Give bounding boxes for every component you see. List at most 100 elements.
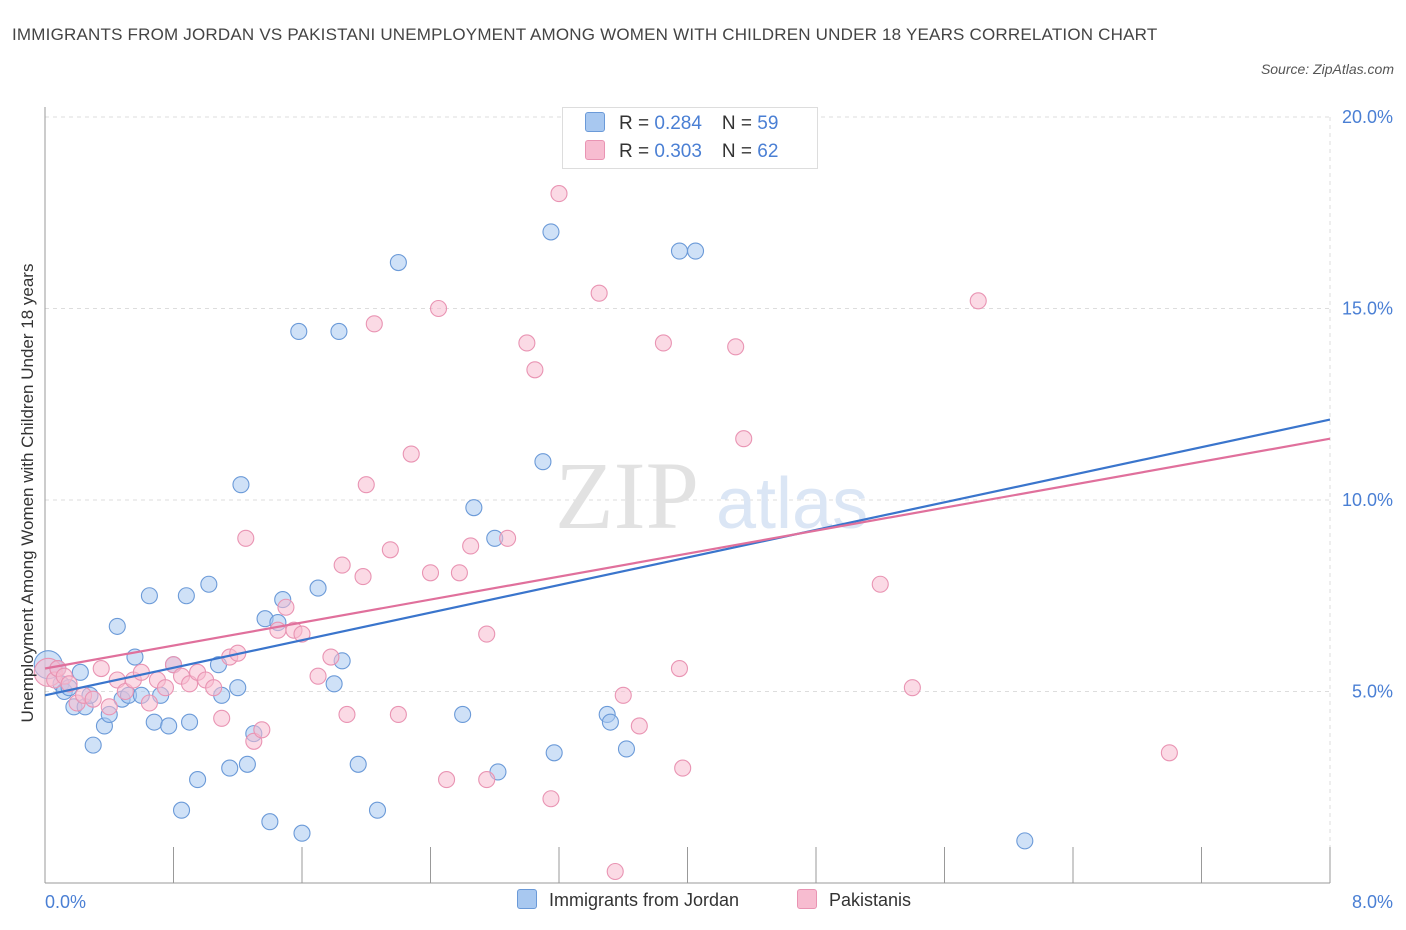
pakistani-trend-line — [44, 437, 1331, 670]
jordan-point — [181, 713, 199, 731]
watermark-atlas: atlas — [716, 464, 868, 544]
pakistani-point — [92, 659, 110, 678]
pakistani-point — [156, 679, 175, 697]
pakistani-point — [429, 299, 448, 318]
jordan-point — [465, 499, 483, 517]
y-tick-label: 15.0% — [1342, 299, 1393, 319]
jordan-legend-swatch-icon — [517, 889, 537, 909]
jordan-point — [368, 801, 387, 819]
trend-lines — [44, 418, 1331, 697]
legend-r-label: R = — [619, 113, 655, 134]
pakistani-point — [140, 694, 158, 712]
jordan-point — [534, 453, 552, 471]
pakistani-point — [590, 284, 608, 302]
pakistani-point — [293, 625, 311, 643]
pakistani-point — [253, 721, 271, 739]
chart-title: IMMIGRANTS FROM JORDAN VS PAKISTANI UNEM… — [12, 25, 1158, 44]
jordan-point — [617, 740, 636, 758]
pakistani-point — [735, 430, 753, 448]
pakistani-point — [550, 185, 568, 203]
legend-r-label: R = — [619, 141, 655, 162]
jordan-point — [172, 801, 191, 819]
jordan-point — [686, 242, 705, 260]
pakistani-point — [654, 334, 672, 352]
jordan-point — [330, 322, 348, 341]
pakistani-point — [450, 564, 468, 582]
legend-label-jordan: Immigrants from Jordan — [549, 890, 740, 910]
pakistani-point — [277, 598, 295, 616]
pakistani-point — [402, 445, 420, 463]
legend-row-pakistani: R = 0.303 N = 62 — [585, 140, 778, 166]
pakistani-point — [518, 334, 536, 352]
jordan-swatch-icon — [585, 112, 605, 132]
source-label: Source: ZipAtlas.com — [1260, 61, 1394, 77]
jordan-point — [670, 242, 689, 260]
jordan-point — [542, 223, 560, 241]
pakistani-point — [389, 705, 407, 724]
x-tick-label-min: 0.0% — [45, 892, 86, 912]
jordan-point — [84, 736, 102, 754]
pakistani-point — [438, 771, 456, 789]
pakistani-point — [357, 476, 375, 494]
legend-item-jordan[interactable]: Immigrants from Jordan — [517, 889, 739, 911]
pakistani-point — [478, 625, 496, 643]
pakistani-point — [237, 529, 255, 547]
jordan-point — [454, 705, 472, 724]
pakistani-point — [670, 659, 689, 678]
y-tick-label: 5.0% — [1352, 682, 1393, 702]
pakistani-point — [499, 529, 517, 547]
pakistani-point — [903, 679, 921, 697]
jordan-point — [71, 663, 89, 681]
jordan-point — [309, 579, 327, 597]
y-tick-label: 20.0% — [1342, 107, 1393, 127]
pakistani-point — [606, 862, 624, 881]
pakistani-point — [462, 537, 480, 555]
pakistani-point — [674, 759, 692, 777]
jordan-point — [177, 587, 195, 605]
pakistani-point — [333, 556, 351, 574]
jordan-point — [1016, 832, 1034, 850]
jordan-point — [145, 713, 163, 731]
y-axis-label: Unemployment Among Women with Children U… — [18, 264, 37, 723]
jordan-point — [238, 755, 256, 773]
jordan-point — [229, 679, 247, 697]
pakistani-point — [205, 679, 223, 697]
legend-row-jordan: R = 0.284 N = 59 — [585, 112, 778, 138]
pakistani-point — [365, 315, 383, 333]
data-points — [33, 185, 1178, 881]
pakistani-point — [542, 790, 560, 808]
jordan-point — [232, 476, 250, 494]
pakistani-point — [727, 338, 745, 356]
stats-legend: R = 0.284 N = 59 R = 0.303 N = 62 — [562, 107, 818, 169]
pakistani-point — [478, 771, 496, 789]
watermark-zip: ZIP — [555, 442, 699, 549]
pakistani-point — [213, 709, 231, 727]
jordan-point — [200, 575, 218, 593]
pakistani-point — [60, 675, 78, 693]
jordan-point — [140, 587, 158, 605]
jordan-point — [545, 744, 563, 762]
pakistani-point — [100, 698, 118, 716]
pakistani-point — [969, 292, 987, 310]
pakistani-point — [381, 541, 399, 559]
pakistani-point — [421, 564, 440, 582]
jordan-point — [189, 771, 207, 789]
axes: 5.0% 10.0% 15.0% 20.0% — [44, 107, 1393, 884]
legend-n-label: N = — [721, 113, 758, 134]
pakistani-legend-swatch-icon — [797, 889, 817, 909]
jordan-point — [108, 617, 126, 635]
x-tick-label-max: 8.0% — [1352, 892, 1393, 912]
legend-item-pakistanis[interactable]: Pakistanis — [797, 889, 911, 911]
jordan-point — [290, 322, 308, 341]
jordan-point — [261, 813, 279, 831]
y-tick-label: 10.0% — [1342, 490, 1393, 510]
pakistani-point — [309, 667, 327, 685]
pakistani-point — [338, 705, 356, 724]
pakistani-point — [871, 575, 889, 593]
pakistani-point — [1160, 744, 1178, 762]
pakistani-point — [630, 717, 648, 735]
jordan-point — [349, 755, 367, 773]
legend-r-value: 0.284 — [654, 113, 702, 134]
pakistani-swatch-icon — [585, 140, 605, 160]
